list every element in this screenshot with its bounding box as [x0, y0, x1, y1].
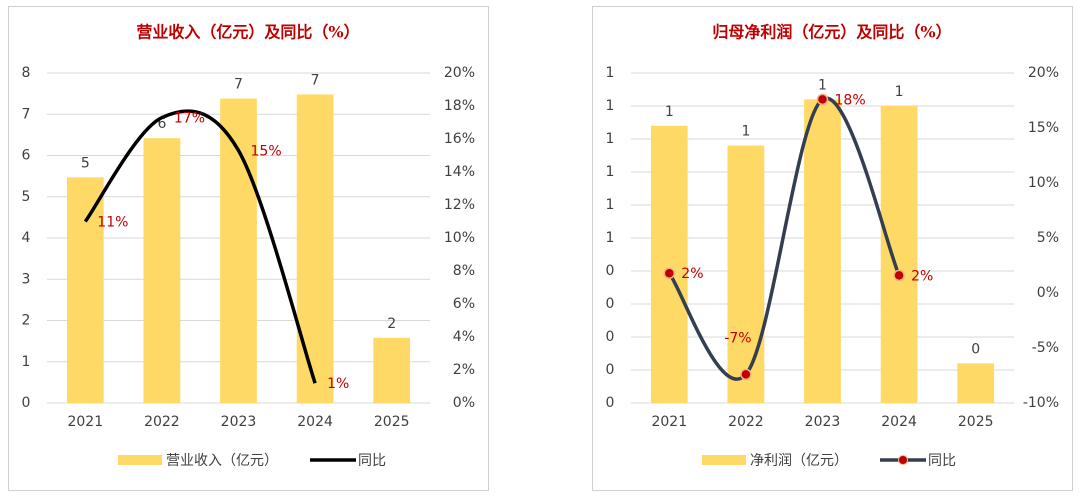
line-marker	[816, 93, 829, 106]
bar-label: 5	[81, 155, 90, 171]
y2-tick-label: 10%	[1028, 175, 1059, 191]
bar	[143, 138, 181, 404]
legend-label: 净利润（亿元）	[750, 453, 848, 469]
y-tick-label: 8	[22, 65, 31, 81]
line-label: 15%	[251, 144, 282, 160]
legend-swatch	[702, 455, 746, 465]
bar-label: 1	[818, 77, 827, 93]
bar	[880, 106, 918, 403]
line-marker	[740, 368, 752, 381]
y2-tick-label: 8%	[453, 263, 475, 279]
y2-tick-label: 15%	[1028, 120, 1059, 136]
bar-label: 1	[665, 104, 674, 120]
y-tick-label: 1	[606, 98, 615, 114]
bar	[804, 99, 841, 404]
line-marker	[663, 267, 676, 279]
x-tick-label: 2022	[144, 414, 180, 430]
y2-tick-label: 5%	[1037, 230, 1059, 246]
line-label: 2%	[911, 268, 933, 284]
y2-tick-label: 10%	[444, 230, 475, 246]
y2-tick-label: 18%	[444, 98, 475, 114]
y2-tick-label: 6%	[453, 296, 475, 312]
y-tick-label: 1	[606, 230, 615, 246]
line-label: 17%	[174, 111, 205, 127]
x-tick-label: 2024	[881, 414, 917, 430]
y-tick-label: 0	[606, 263, 615, 279]
y2-tick-label: 0%	[1037, 285, 1059, 301]
y2-tick-label: 20%	[1028, 65, 1059, 81]
y-tick-label: 3	[22, 271, 31, 287]
x-tick-label: 2025	[958, 414, 994, 430]
bar	[373, 337, 411, 403]
y-tick-label: 0	[606, 296, 615, 312]
bar-label: 1	[741, 124, 750, 140]
bar-label: 7	[234, 77, 243, 93]
legend-label: 营业收入（亿元）	[166, 453, 278, 469]
y-tick-label: 6	[22, 148, 31, 164]
bar-label: 2	[387, 316, 396, 332]
y2-tick-label: 14%	[444, 164, 475, 180]
y-tick-label: 0	[606, 395, 615, 411]
y2-tick-label: -5%	[1032, 340, 1059, 356]
y-tick-label: 1	[606, 164, 615, 180]
y-tick-label: 2	[22, 313, 31, 329]
chart-title: 营业收入（亿元）及同比（%）	[136, 23, 359, 42]
x-tick-label: 2023	[805, 414, 841, 430]
y2-tick-label: 2%	[453, 362, 475, 378]
x-tick-label: 2021	[67, 414, 103, 430]
bar	[66, 177, 104, 403]
y-tick-label: 0	[606, 329, 615, 345]
y-tick-label: 4	[22, 230, 31, 246]
y2-tick-label: -10%	[1023, 395, 1059, 411]
line	[667, 96, 901, 381]
y-tick-label: 1	[606, 65, 615, 81]
y2-tick-label: 0%	[453, 395, 475, 411]
y-tick-label: 1	[22, 354, 31, 370]
legend-swatch	[118, 455, 162, 465]
line-label: 11%	[97, 215, 128, 231]
x-tick-label: 2021	[651, 414, 687, 430]
x-tick-label: 2022	[728, 414, 764, 430]
y-tick-label: 0	[22, 395, 31, 411]
x-tick-label: 2023	[221, 414, 257, 430]
line-label: 2%	[681, 266, 703, 282]
y2-tick-label: 12%	[444, 197, 475, 213]
y2-tick-label: 20%	[444, 65, 475, 81]
chart-title: 归母净利润（亿元）及同比（%）	[712, 23, 951, 42]
legend-label: 同比	[928, 453, 956, 469]
bar	[296, 94, 334, 403]
bar	[727, 145, 765, 403]
bar-label: 7	[311, 72, 320, 88]
y-tick-label: 7	[22, 106, 31, 122]
line-label: 1%	[327, 376, 349, 392]
y-tick-label: 1	[606, 197, 615, 213]
legend-label: 同比	[358, 453, 386, 469]
x-tick-label: 2025	[374, 414, 410, 430]
line	[83, 109, 317, 384]
bar-label: 6	[157, 116, 166, 132]
bar	[650, 125, 688, 404]
line-label: -7%	[724, 330, 751, 346]
x-tick-label: 2024	[297, 414, 333, 430]
line-label: 18%	[835, 92, 866, 108]
y-tick-label: 1	[606, 131, 615, 147]
y2-tick-label: 4%	[453, 329, 475, 345]
bar-label: 1	[895, 84, 904, 100]
y2-tick-label: 16%	[444, 131, 475, 147]
legend-marker	[898, 455, 908, 465]
y-tick-label: 0	[606, 362, 615, 378]
line-marker	[893, 269, 905, 282]
bar-label: 0	[971, 341, 980, 357]
y-tick-label: 5	[22, 189, 31, 205]
bar	[957, 363, 995, 403]
